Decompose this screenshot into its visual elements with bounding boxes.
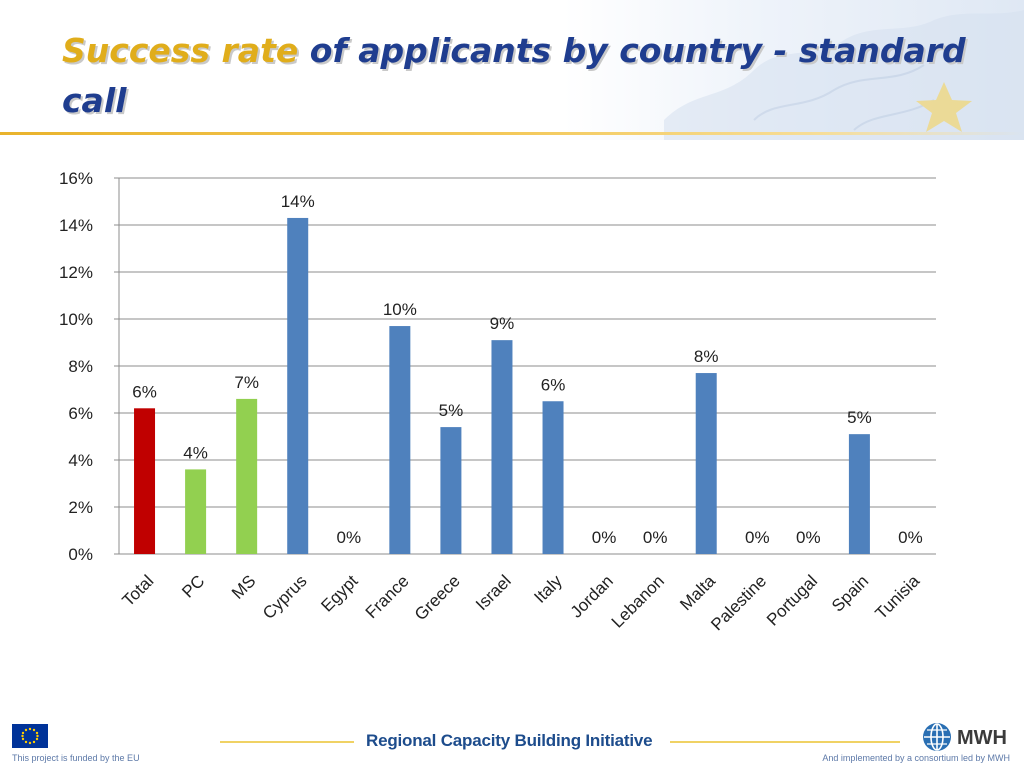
bar: [134, 408, 156, 554]
bar-chart: 0% 2% 4% 6% 8% 10% 12% 14% 16% 6% Total 4% PC 7% MS 14%…: [30, 150, 966, 670]
x-category-label: Palestine: [707, 571, 770, 634]
data-label: 0%: [643, 528, 668, 547]
y-tick-label: 4%: [68, 451, 93, 470]
data-label: 6%: [541, 375, 566, 394]
x-category-label: Italy: [530, 571, 566, 607]
data-label: 8%: [694, 347, 719, 366]
footer-line-right: [670, 741, 900, 743]
x-category-label: PC: [178, 571, 208, 601]
footer-funding-note: This project is funded by the EU: [12, 753, 140, 763]
x-category-label: Total: [119, 571, 158, 610]
data-label: 7%: [234, 373, 259, 392]
data-label: 9%: [490, 314, 515, 333]
x-category-label: MS: [228, 571, 259, 602]
eu-flag-icon: [12, 724, 48, 748]
bar: [542, 401, 564, 554]
data-label: 14%: [281, 192, 315, 211]
globe-icon: [923, 723, 951, 751]
y-tick-label: 14%: [59, 216, 93, 235]
y-tick-label: 8%: [68, 357, 93, 376]
y-tick-label: 12%: [59, 263, 93, 282]
data-label: 0%: [336, 528, 361, 547]
x-category-label: France: [362, 571, 413, 622]
data-label: 5%: [439, 401, 464, 420]
y-tick-label: 2%: [68, 498, 93, 517]
bar: [389, 326, 411, 554]
y-tick-label: 6%: [68, 404, 93, 423]
footer-line-left: [220, 741, 354, 743]
data-label: 6%: [132, 382, 157, 401]
data-label: 0%: [745, 528, 770, 547]
chart-canvas: 0% 2% 4% 6% 8% 10% 12% 14% 16% 6% Total 4% PC 7% MS 14%…: [59, 169, 936, 634]
data-label: 10%: [383, 300, 417, 319]
star-icon: [916, 82, 972, 132]
x-category-label: Malta: [676, 571, 719, 614]
bar: [491, 340, 513, 554]
mwh-logo-text: MWH: [957, 727, 1007, 749]
bar: [236, 398, 258, 554]
data-label: 0%: [898, 528, 923, 547]
bar: [440, 427, 462, 554]
data-label: 4%: [183, 443, 208, 462]
x-category-label: Egypt: [317, 571, 361, 615]
bar: [185, 469, 207, 554]
title-highlight: Success rate: [62, 31, 299, 70]
bar: [287, 217, 309, 554]
x-category-label: Jordan: [567, 571, 617, 621]
x-category-label: Israel: [472, 571, 515, 614]
x-category-label: Portugal: [763, 571, 821, 629]
header-divider: [0, 132, 1024, 135]
y-tick-label: 10%: [59, 310, 93, 329]
data-label: 5%: [847, 408, 872, 427]
y-tick-label: 16%: [59, 169, 93, 188]
footer-initiative-name: Regional Capacity Building Initiative: [366, 731, 653, 750]
x-category-label: Greece: [411, 571, 464, 624]
footer-implementation-note: And implemented by a consortium led by M…: [822, 753, 1010, 763]
x-category-label: Tunisia: [872, 571, 924, 623]
title-rest: of applicants by country - standard call: [62, 31, 966, 120]
x-category-label: Cyprus: [259, 571, 311, 623]
x-category-label: Lebanon: [608, 571, 668, 631]
slide-header: Success rate of applicants by country - …: [0, 0, 1024, 140]
x-category-label: Spain: [828, 571, 872, 615]
bar: [695, 373, 717, 554]
y-tick-label: 0%: [68, 545, 93, 564]
slide-title: Success rate of applicants by country - …: [62, 26, 1024, 126]
data-label: 0%: [796, 528, 821, 547]
europe-map-background: [664, 10, 1024, 140]
data-label: 0%: [592, 528, 617, 547]
bar: [848, 434, 870, 554]
